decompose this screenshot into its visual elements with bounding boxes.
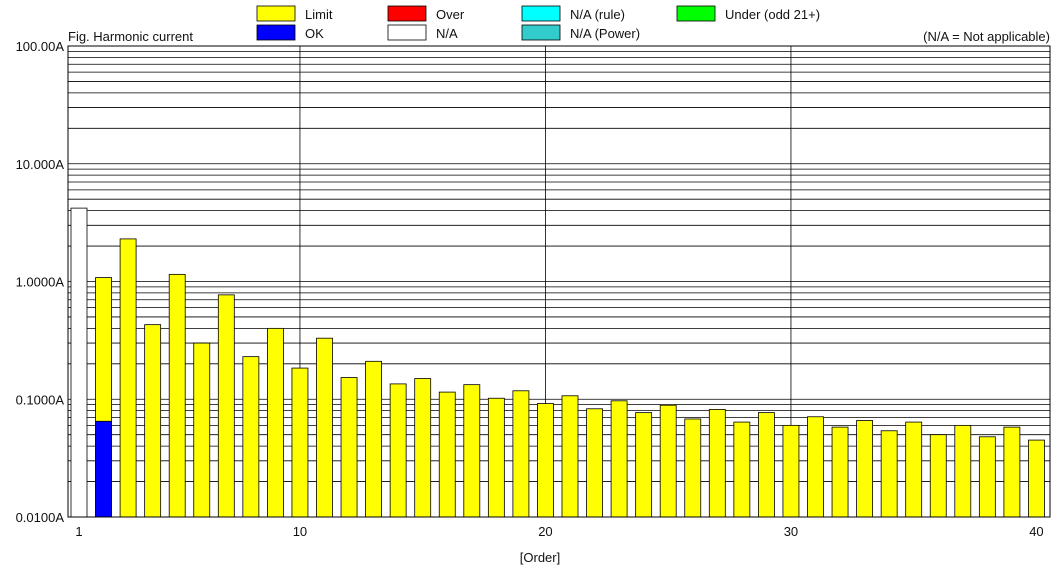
bar-order-22-limit	[586, 408, 603, 518]
chart-title: Fig. Harmonic current	[68, 29, 193, 44]
bar-order-3-limit	[119, 238, 137, 518]
bar-order-5-limit	[168, 273, 186, 518]
x-axis-label: [Order]	[520, 550, 560, 565]
bar-order-16-limit	[438, 391, 456, 518]
bar-order-25-limit	[659, 404, 677, 518]
legend-swatch	[387, 24, 427, 41]
x-tick-label: 20	[538, 524, 552, 539]
legend-swatch	[676, 5, 716, 22]
bar-order-1-na	[70, 207, 88, 518]
grid	[68, 46, 1050, 517]
bar-order-37-limit	[954, 424, 972, 518]
x-tick-label: 10	[293, 524, 307, 539]
bar-order-9-limit	[266, 327, 284, 518]
bar-order-10-limit	[291, 367, 309, 518]
x-tick-label: 30	[784, 524, 798, 539]
legend-label: Limit	[305, 7, 333, 22]
bar-order-32-limit	[831, 426, 849, 518]
bar-order-26-limit	[684, 418, 702, 518]
bar-order-18-limit	[487, 397, 505, 518]
legend-label: Under (odd 21+)	[725, 7, 820, 22]
bar-order-27-limit	[708, 408, 726, 518]
bar-order-4-limit	[144, 324, 162, 518]
legend-swatch	[256, 24, 296, 41]
legend-swatch	[521, 5, 561, 22]
y-axis-ticks: 0.0100A 0.1000A 1.0000A 10.000A 100.00A	[16, 39, 65, 525]
bar-order-23-limit	[610, 400, 628, 518]
legend-label: N/A (rule)	[570, 7, 625, 22]
bar-order-24-limit	[635, 412, 653, 518]
bar-order-12-limit	[340, 377, 358, 518]
bar-order-35-limit	[905, 421, 923, 518]
bar-order-14-limit	[389, 383, 407, 518]
plot-frame	[67, 45, 1051, 518]
legend-label: Over	[436, 7, 465, 22]
bars	[70, 207, 1045, 518]
legend-label: N/A (Power)	[570, 26, 640, 41]
chart-note: (N/A = Not applicable)	[923, 29, 1050, 44]
legend-swatch	[387, 5, 427, 22]
bar-order-40-limit	[1028, 439, 1045, 518]
bar-order-8-limit	[242, 356, 260, 518]
y-tick-label: 1.0000A	[16, 275, 65, 290]
bar-order-13-limit	[365, 360, 383, 518]
bar-order-34-limit	[880, 430, 898, 518]
bar-order-29-limit	[758, 412, 775, 518]
x-axis-ticks: 1 10 20 30 40	[75, 524, 1043, 539]
legend-label: N/A	[436, 26, 458, 41]
bar-order-33-limit	[856, 420, 873, 518]
y-tick-label: 10.000A	[16, 157, 65, 172]
bar-order-2-ok	[95, 420, 112, 518]
bar-order-7-limit	[217, 294, 235, 518]
bar-order-36-limit	[929, 434, 947, 518]
bar-order-17-limit	[463, 384, 481, 518]
x-tick-label: 40	[1029, 524, 1043, 539]
bar-order-20-limit	[537, 403, 554, 518]
y-tick-label: 0.0100A	[16, 510, 65, 525]
bar-order-6-limit	[193, 342, 211, 518]
bar-order-38-limit	[978, 436, 996, 518]
bar-order-39-limit	[1003, 426, 1021, 518]
x-tick-label: 1	[75, 524, 82, 539]
y-tick-label: 100.00A	[16, 39, 65, 54]
bar-order-21-limit	[561, 395, 579, 518]
bar-order-11-limit	[316, 337, 333, 518]
y-tick-label: 0.1000A	[16, 392, 65, 407]
legend: Limit Over N/A (rule) Under (odd 21+) OK N/A N…	[256, 5, 820, 41]
bar-order-31-limit	[807, 416, 824, 518]
legend-swatch	[256, 5, 296, 22]
legend-label: OK	[305, 26, 324, 41]
bar-order-30-limit	[782, 424, 800, 518]
bar-order-28-limit	[733, 421, 751, 518]
bar-order-15-limit	[414, 378, 432, 518]
bar-order-19-limit	[512, 390, 530, 518]
legend-swatch	[521, 24, 561, 41]
